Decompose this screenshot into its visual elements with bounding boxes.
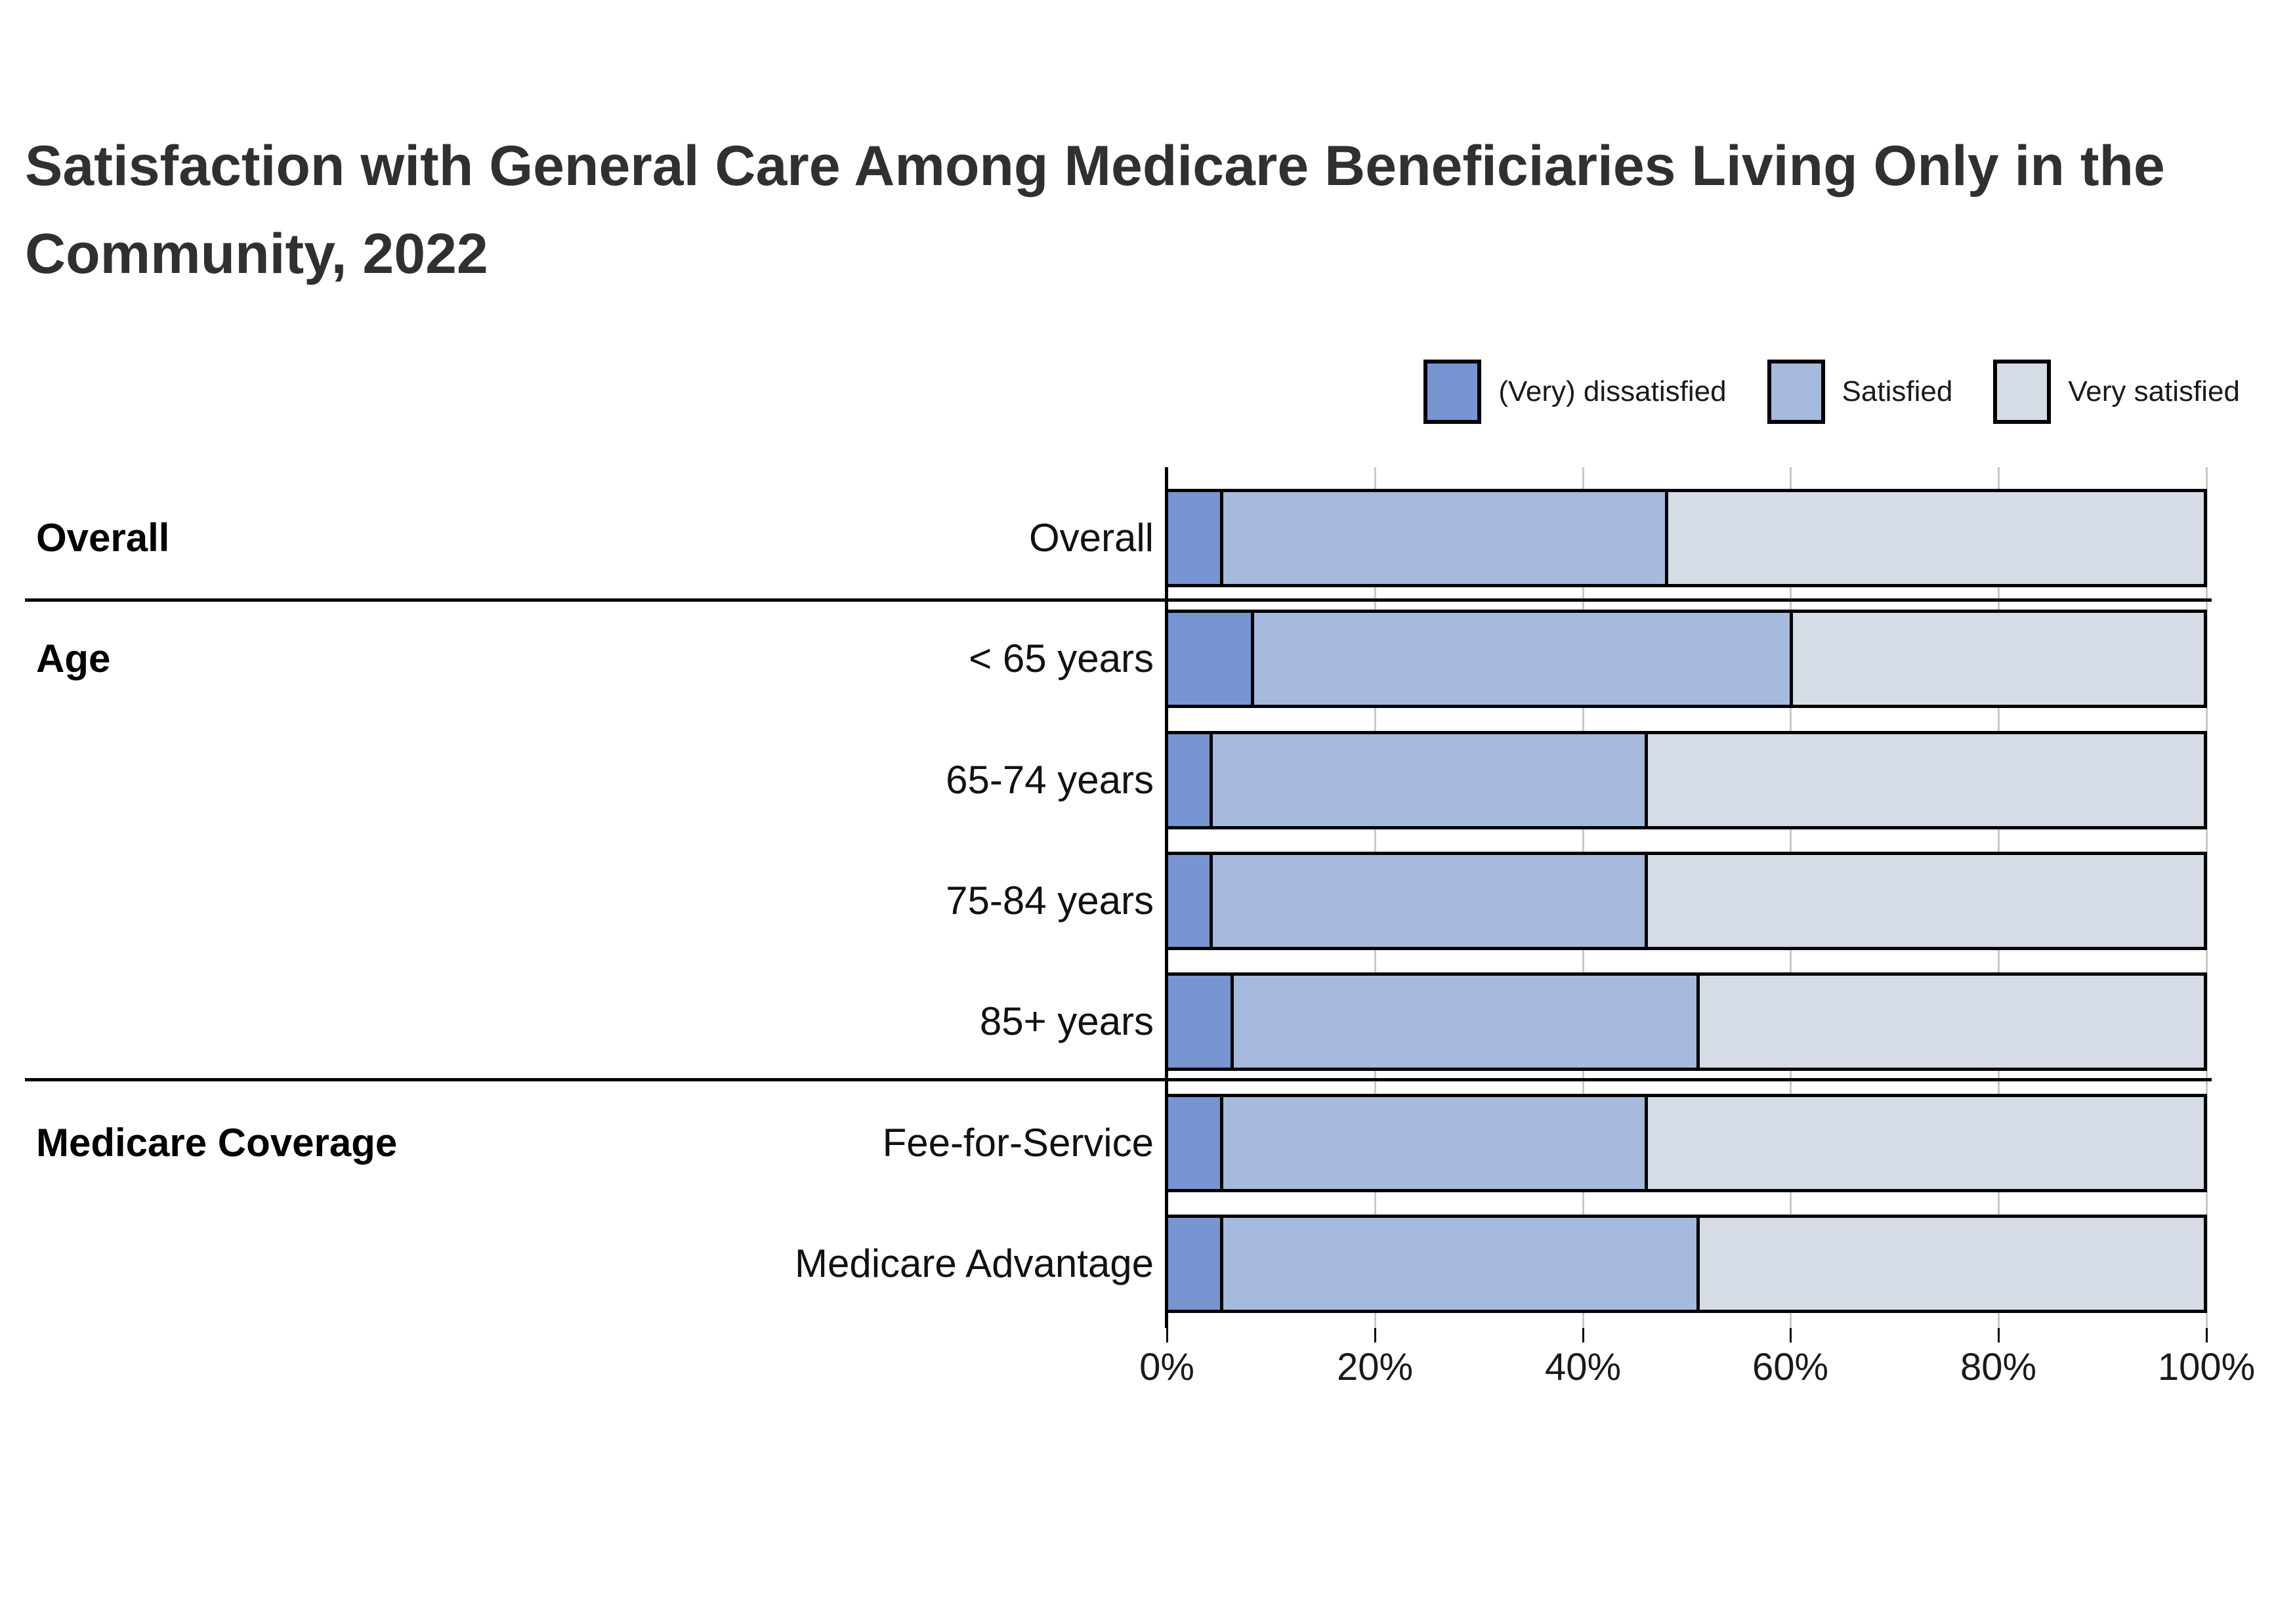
bar-segment-2 xyxy=(1696,1218,2204,1310)
bar-segment-1 xyxy=(1219,1218,1696,1310)
row-label-0: Overall xyxy=(1028,516,1154,560)
chart-title: Satisfaction with General Care Among Med… xyxy=(25,122,2250,298)
x-tick-label-100%: 100% xyxy=(2157,1346,2256,1388)
bar-segment-0 xyxy=(1168,734,1210,826)
legend-item-satisfied: Satisfied xyxy=(1767,360,1953,424)
bar-segment-1 xyxy=(1251,613,1790,705)
bar-segment-2 xyxy=(1644,855,2204,947)
x-tick-40% xyxy=(1582,1328,1584,1343)
x-tick-label-80%: 80% xyxy=(1960,1346,2037,1388)
bar-segment-0 xyxy=(1168,1097,1220,1189)
x-tick-60% xyxy=(1790,1328,1792,1343)
bar-segment-1 xyxy=(1219,1097,1645,1189)
bar-segment-2 xyxy=(1665,492,2204,584)
section-label-age: Age xyxy=(36,636,111,680)
row-label-4: 85+ years xyxy=(979,999,1154,1043)
bar-segment-0 xyxy=(1168,1218,1220,1310)
section-label-overall: Overall xyxy=(36,516,170,560)
bar-segment-1 xyxy=(1230,976,1696,1068)
row-label-2: 65-74 years xyxy=(946,758,1154,802)
legend-item-dissatisfied: (Very) dissatisfied xyxy=(1423,360,1727,424)
chart-title-line-2: Community, 2022 xyxy=(25,222,488,285)
bar-row-0 xyxy=(1165,489,2207,587)
row-label-5: Fee-for-Service xyxy=(882,1121,1154,1165)
section-separator-1 xyxy=(25,1078,2212,1081)
bar-segment-2 xyxy=(1644,734,2204,826)
bar-segment-0 xyxy=(1168,613,1252,705)
bar-segment-2 xyxy=(1644,1097,2204,1189)
legend-label: Satisfied xyxy=(1842,375,1953,407)
bar-row-4 xyxy=(1165,972,2207,1071)
chart-title-line-1: Satisfaction with General Care Among Med… xyxy=(25,135,2165,198)
row-label-1: < 65 years xyxy=(969,636,1154,680)
bar-row-3 xyxy=(1165,852,2207,950)
x-tick-label-20%: 20% xyxy=(1336,1346,1414,1388)
bar-segment-0 xyxy=(1168,976,1231,1068)
x-tick-20% xyxy=(1374,1328,1376,1343)
x-tick-label-60%: 60% xyxy=(1752,1346,1829,1388)
legend-label: (Very) dissatisfied xyxy=(1498,375,1727,407)
x-tick-100% xyxy=(2206,1328,2208,1343)
bar-segment-1 xyxy=(1219,492,1666,584)
x-tick-label-40%: 40% xyxy=(1544,1346,1622,1388)
bar-segment-0 xyxy=(1168,492,1220,584)
bar-row-5 xyxy=(1165,1094,2207,1192)
bar-segment-1 xyxy=(1210,855,1645,947)
bar-segment-2 xyxy=(1696,976,2204,1068)
x-tick-0% xyxy=(1166,1328,1168,1343)
legend: (Very) dissatisfied Satisfied Very satis… xyxy=(1423,360,2240,424)
legend-label: Very satisfied xyxy=(2068,375,2240,407)
x-tick-80% xyxy=(1998,1328,2000,1343)
bar-segment-0 xyxy=(1168,855,1210,947)
bar-row-1 xyxy=(1165,610,2207,708)
x-tick-label-0%: 0% xyxy=(1139,1346,1194,1388)
section-label-medicare-coverage: Medicare Coverage xyxy=(36,1121,398,1165)
bar-segment-2 xyxy=(1789,613,2204,705)
row-label-6: Medicare Advantage xyxy=(794,1241,1154,1285)
bar-row-6 xyxy=(1165,1215,2207,1313)
legend-item-very-satisfied: Very satisfied xyxy=(1993,360,2240,424)
row-label-3: 75-84 years xyxy=(946,879,1154,923)
legend-swatch-dissatisfied xyxy=(1423,360,1482,424)
bar-row-2 xyxy=(1165,731,2207,829)
legend-swatch-very-satisfied xyxy=(1993,360,2052,424)
legend-swatch-satisfied xyxy=(1767,360,1825,424)
section-separator-0 xyxy=(25,598,2212,602)
bar-segment-1 xyxy=(1210,734,1645,826)
